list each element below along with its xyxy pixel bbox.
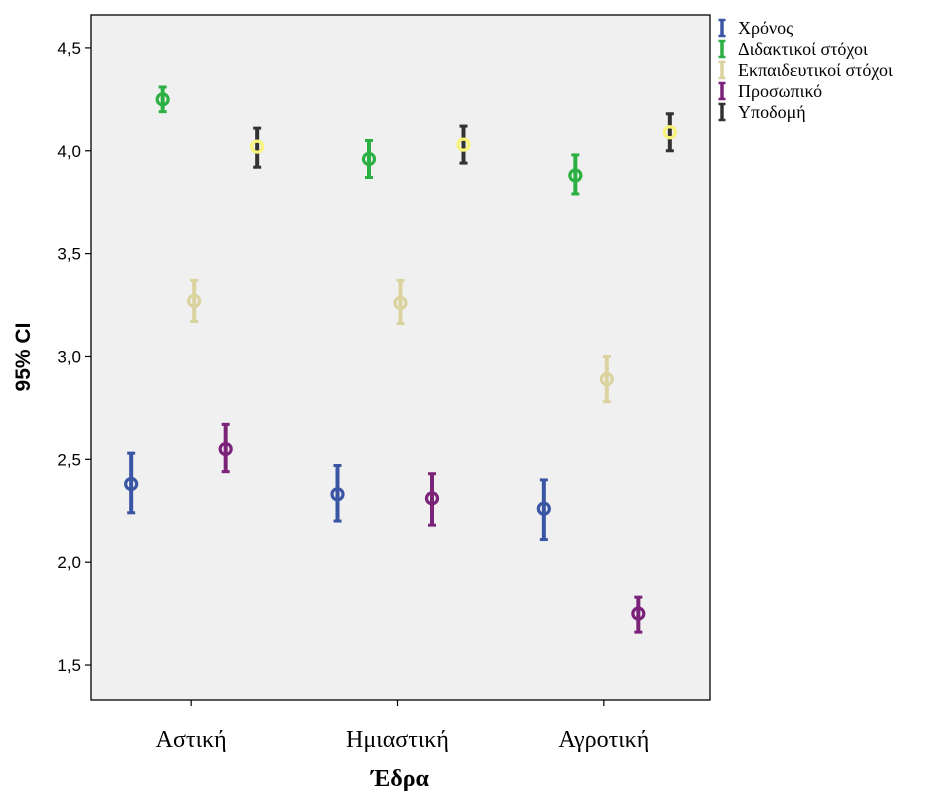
y-tick-label: 2,0: [57, 553, 81, 572]
x-category-label: Αγροτική: [558, 727, 649, 753]
x-axis-title: Έδρα: [370, 766, 429, 792]
mean-marker: [155, 92, 170, 107]
mean-marker: [250, 139, 265, 154]
x-category-label: Ημιαστική: [346, 727, 449, 753]
mean-marker: [124, 476, 139, 492]
mean-marker: [662, 125, 677, 140]
legend-label: Χρόνος: [738, 18, 793, 38]
y-tick-label: 2,5: [57, 450, 81, 469]
series-group: [187, 278, 614, 404]
series-group: [155, 85, 583, 196]
legend-label: Διδακτικοί στόχοι: [738, 39, 868, 59]
legend-label: Υποδομή: [738, 102, 806, 122]
y-axis-title: 95% CI: [12, 323, 35, 392]
series-group: [250, 112, 677, 169]
mean-marker: [218, 441, 233, 457]
mean-marker: [424, 491, 440, 506]
mean-marker: [631, 606, 646, 621]
mean-marker: [456, 137, 471, 152]
y-tick-label: 3,5: [57, 245, 81, 264]
legend-label: Εκπαιδευτικοί στόχοι: [738, 60, 893, 80]
y-tick-label: 1,5: [57, 656, 81, 675]
mean-marker: [361, 151, 377, 167]
x-category-label: Αστική: [156, 727, 227, 753]
mean-marker: [568, 168, 583, 183]
plot-area: [90, 14, 711, 701]
mean-marker: [536, 501, 551, 516]
data-marks: [124, 85, 677, 634]
mean-marker: [187, 293, 202, 309]
mean-marker: [330, 487, 345, 502]
legend-item: Διδακτικοί στόχοι: [718, 39, 868, 59]
legend-item: Προσωπικό: [718, 81, 822, 101]
legend-item: Υποδομή: [718, 102, 806, 122]
legend-label: Προσωπικό: [738, 81, 822, 101]
x-axis: Αστική Ημιαστική Αγροτική: [156, 700, 649, 753]
y-tick-label: 4,0: [57, 142, 81, 161]
y-tick-label: 4,5: [57, 39, 81, 58]
mean-marker: [393, 295, 408, 311]
series-group: [124, 451, 551, 542]
mean-marker: [599, 371, 614, 387]
y-tick-label: 3,0: [57, 347, 81, 366]
legend-item: Εκπαιδευτικοί στόχοι: [718, 60, 893, 80]
legend-item: Χρόνος: [718, 18, 793, 38]
y-axis: 1,5 2,0 2,5 3,0 3,5 4,0 4,5: [57, 39, 91, 675]
series-group: [218, 422, 646, 634]
